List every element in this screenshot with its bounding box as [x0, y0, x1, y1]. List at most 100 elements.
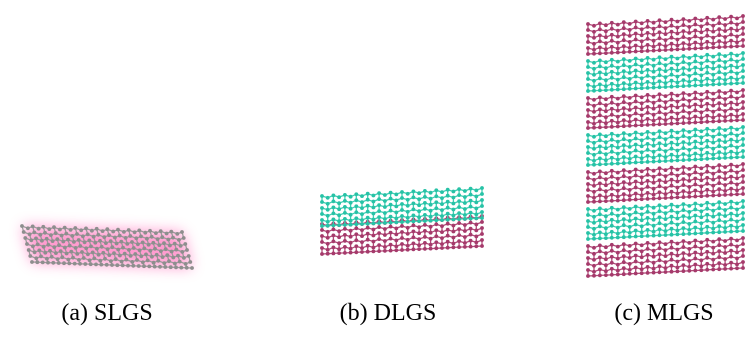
carbon-atom	[729, 223, 733, 228]
carbon-atom	[705, 193, 710, 198]
carbon-atom	[428, 214, 433, 219]
carbon-atom	[627, 207, 632, 211]
carbon-atom	[609, 131, 614, 136]
carbon-atom	[711, 23, 716, 28]
carbon-atom	[143, 230, 148, 235]
carbon-atom	[657, 246, 662, 251]
carbon-atom	[627, 271, 632, 276]
carbon-atom	[711, 41, 716, 46]
carbon-atom	[669, 134, 674, 139]
carbon-atom	[699, 116, 704, 121]
carbon-atom	[675, 105, 680, 110]
carbon-atom	[669, 146, 674, 151]
carbon-atom	[440, 224, 444, 229]
carbon-atom	[354, 250, 359, 255]
carbon-atom	[657, 270, 662, 275]
carbon-atom	[663, 106, 668, 110]
carbon-atom	[705, 163, 710, 168]
carbon-atom	[735, 96, 739, 101]
carbon-atom	[123, 236, 128, 240]
carbon-atom	[110, 263, 114, 267]
carbon-atom	[735, 192, 739, 197]
carbon-atom	[735, 188, 739, 193]
carbon-atom	[711, 251, 716, 256]
carbon-atom	[627, 160, 632, 165]
carbon-atom	[627, 46, 632, 50]
carbon-atom	[365, 197, 370, 202]
carbon-atom	[663, 192, 668, 197]
carbon-atom	[675, 56, 680, 61]
carbon-atom	[354, 226, 359, 231]
carbon-atom	[663, 63, 668, 67]
carbon-atom	[675, 47, 680, 52]
carbon-atom	[62, 225, 67, 230]
carbon-atom	[360, 222, 364, 226]
carbon-atom	[388, 214, 393, 219]
carbon-atom	[86, 252, 90, 257]
carbon-atom	[627, 120, 632, 124]
carbon-atom	[126, 248, 131, 252]
carbon-atom	[645, 253, 650, 257]
carbon-atom	[411, 235, 416, 240]
graphene-layer	[586, 199, 745, 241]
carbon-atom	[717, 230, 722, 235]
carbon-atom	[729, 155, 733, 160]
carbon-atom	[440, 190, 444, 195]
carbon-atom	[331, 217, 336, 222]
carbon-atom	[645, 179, 650, 183]
carbon-atom	[711, 177, 716, 182]
carbon-atom	[741, 242, 745, 246]
carbon-atom	[457, 217, 461, 222]
carbon-atom	[598, 132, 602, 137]
carbon-atom	[609, 174, 614, 179]
carbon-atom	[693, 157, 698, 162]
carbon-atom	[67, 243, 72, 248]
carbon-atom	[663, 223, 668, 228]
carbon-atom	[621, 205, 626, 210]
carbon-atom	[639, 144, 644, 149]
carbon-atom	[705, 70, 710, 75]
carbon-atom	[633, 111, 638, 116]
carbon-atom	[735, 201, 739, 206]
carbon-atom	[360, 200, 364, 205]
carbon-atom	[687, 111, 692, 115]
carbon-atom	[657, 55, 662, 60]
carbon-atom	[325, 241, 330, 246]
carbon-atom	[663, 122, 668, 126]
carbon-atom	[681, 208, 686, 213]
carbon-atom	[735, 133, 739, 138]
carbon-atom	[639, 230, 644, 235]
carbon-atom	[633, 142, 638, 147]
carbon-atom	[681, 66, 686, 70]
carbon-atom	[160, 255, 165, 259]
carbon-atom	[723, 134, 727, 138]
carbon-atom	[711, 267, 716, 272]
carbon-atom	[741, 229, 745, 233]
carbon-atom	[457, 221, 461, 226]
carbon-atom	[428, 190, 433, 195]
carbon-atom	[675, 269, 680, 274]
carbon-atom	[711, 239, 716, 244]
carbon-atom	[723, 177, 727, 181]
carbon-atom	[729, 192, 733, 197]
carbon-atom	[96, 252, 101, 257]
carbon-atom	[136, 264, 141, 268]
carbon-atom	[85, 232, 90, 237]
carbon-atom	[699, 221, 704, 226]
carbon-atom	[723, 60, 727, 64]
carbon-atom	[457, 199, 461, 204]
carbon-atom	[50, 239, 55, 244]
carbon-atom	[423, 207, 427, 211]
carbon-atom	[331, 245, 336, 250]
graphene-layer	[586, 51, 745, 93]
carbon-atom	[669, 189, 674, 194]
carbon-atom	[604, 109, 608, 114]
carbon-atom	[621, 223, 626, 228]
carbon-atom	[463, 229, 467, 233]
carbon-atom	[23, 236, 28, 240]
carbon-atom	[169, 249, 174, 254]
carbon-atom	[176, 253, 180, 258]
carbon-atom	[615, 108, 620, 113]
carbon-atom	[463, 195, 467, 199]
carbon-atom	[699, 24, 704, 29]
